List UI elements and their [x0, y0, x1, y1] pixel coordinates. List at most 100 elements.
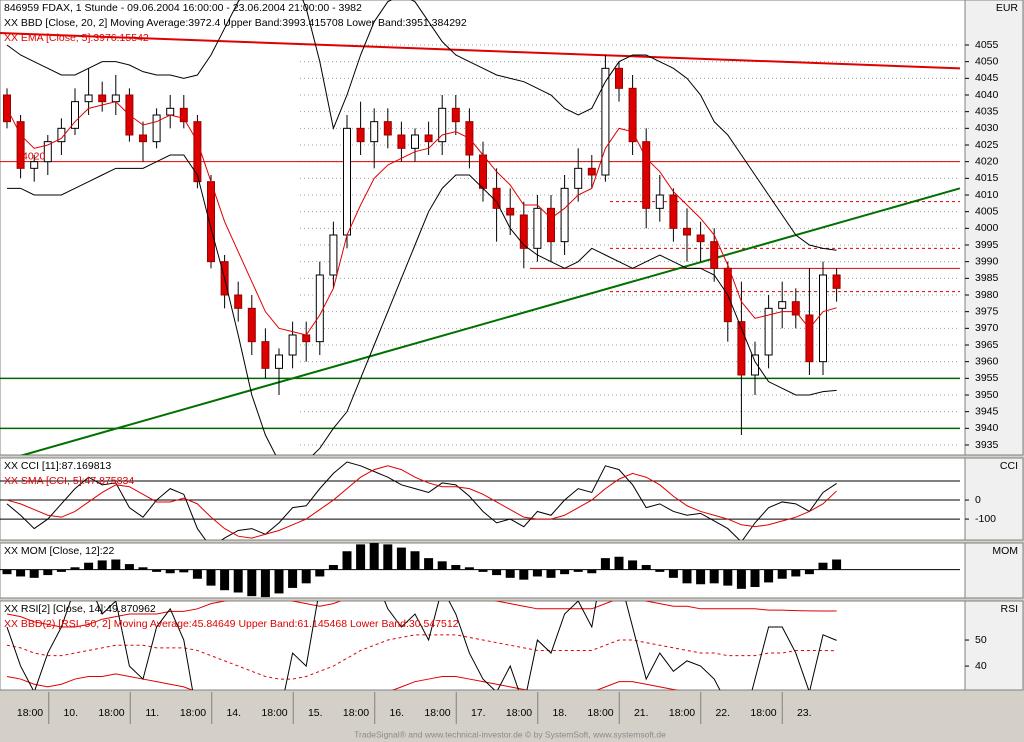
mom-bar	[260, 569, 270, 598]
y-tick-label: 3935	[975, 439, 999, 451]
x-tick-label: 18:00	[261, 707, 287, 719]
mom-bar	[546, 569, 556, 578]
candle-body	[98, 94, 107, 103]
y-tick-label: 4055	[975, 39, 999, 51]
candle-body	[343, 127, 351, 236]
legend-entry: XX BBD(2) [RSI, 50, 2] Moving Average:45…	[4, 618, 459, 630]
mom-bar	[2, 569, 12, 575]
candle-body	[207, 181, 215, 263]
x-tick-label: 16.	[389, 707, 404, 719]
legend-entry: XX CCI [11]:87.169813	[4, 460, 111, 472]
candle-body	[71, 101, 79, 129]
candle-body	[560, 187, 569, 243]
mom-bar	[301, 569, 311, 584]
candle-body	[805, 314, 814, 363]
trendline	[0, 32, 961, 70]
mom-bar	[56, 569, 66, 572]
mom-bar	[764, 569, 774, 583]
mom-bar	[696, 569, 706, 585]
legend-entry: XX RSI[2] [Close, 14]:49.870962	[4, 603, 156, 615]
y-tick-label: 50	[975, 634, 987, 646]
y-tick-label: 3970	[975, 322, 999, 334]
candle-body	[737, 321, 746, 376]
legend-entry: XX EMA [Close, 5]:3976.15542	[4, 32, 149, 44]
x-tick-label: 18:00	[506, 707, 532, 719]
candle-body	[506, 207, 515, 216]
candle-body	[642, 141, 651, 209]
candle-body	[751, 354, 759, 376]
candle-body	[234, 294, 243, 309]
mom-bar	[424, 558, 434, 570]
candle-body	[479, 154, 487, 189]
mom-bar	[655, 569, 665, 572]
legend-entry: XX SMA [CCI, 5]:47.875834	[4, 475, 134, 487]
x-tick-label: 18:00	[180, 707, 206, 719]
candle-body	[247, 307, 256, 343]
mom-bar	[111, 559, 121, 570]
chart-title: 846959 FDAX, 1 Stunde - 09.06.2004 16:00…	[4, 2, 362, 14]
y-tick-label: 3950	[975, 389, 999, 401]
mom-bar	[152, 569, 162, 572]
y-tick-label: -100	[975, 513, 996, 525]
plot	[6, 601, 837, 690]
mom-bar	[84, 562, 94, 570]
candle-body	[424, 134, 433, 143]
x-tick-label: 18:00	[343, 707, 369, 719]
x-tick-label: 18:00	[587, 707, 613, 719]
y-tick-label: 3940	[975, 422, 999, 434]
unit-label: RSI	[1000, 603, 1018, 615]
x-tick-label: 17.	[471, 707, 486, 719]
y-tick-label: 4025	[975, 139, 999, 151]
candle-body	[288, 334, 297, 356]
mom-bar	[478, 569, 488, 572]
legend-entry: XX MOM [Close, 12]:22	[4, 545, 114, 557]
candle-body	[302, 334, 311, 343]
candle-body	[397, 134, 406, 149]
candle-body	[84, 94, 93, 103]
candle-body	[574, 167, 583, 189]
mom-bar	[43, 569, 53, 576]
mom-bar	[356, 544, 366, 570]
mom-bar	[16, 569, 26, 577]
y-tick-label: 0	[975, 494, 981, 506]
y-tick-label: 3985	[975, 272, 999, 284]
candle-body	[261, 341, 270, 369]
y-tick-label: 4035	[975, 105, 999, 117]
overlay-line	[6, 601, 837, 690]
unit-label: MOM	[992, 545, 1018, 557]
mom-bar	[369, 543, 379, 570]
mom-bar	[600, 558, 610, 570]
y-tick-label: 4030	[975, 122, 999, 134]
mom-bar	[560, 569, 570, 575]
mom-bar	[383, 544, 393, 570]
candle-body	[179, 107, 188, 123]
y-tick-label: 4010	[975, 189, 999, 201]
y-tick-label: 3975	[975, 305, 999, 317]
candle-body	[696, 234, 705, 243]
axis-panel	[964, 600, 1024, 691]
mom-bar	[315, 569, 325, 577]
x-tick-label: 15.	[308, 707, 323, 719]
mom-bar	[641, 565, 651, 570]
mom-bar	[777, 569, 787, 579]
mom-bar	[138, 567, 148, 570]
mom-bar	[573, 569, 583, 572]
panel	[0, 600, 966, 691]
y-tick-label: 3960	[975, 355, 999, 367]
y-tick-label: 40	[975, 660, 987, 672]
mom-bar	[165, 569, 175, 574]
mom-bar	[736, 569, 746, 589]
mom-bar	[505, 569, 515, 578]
overlay-line	[6, 634, 837, 680]
candle-body	[615, 67, 623, 89]
candle-body	[587, 167, 596, 176]
x-tick-label: 18:00	[750, 707, 776, 719]
mom-bar	[750, 569, 760, 587]
mom-bar	[832, 559, 842, 570]
footer: TradeSignal® and www.technical-investor.…	[354, 729, 666, 739]
mom-bar	[723, 569, 733, 586]
x-tick-label: 21.	[634, 707, 649, 719]
y-tick-label: 4005	[975, 205, 999, 217]
mom-bar	[532, 569, 542, 577]
candle-body	[819, 274, 827, 363]
